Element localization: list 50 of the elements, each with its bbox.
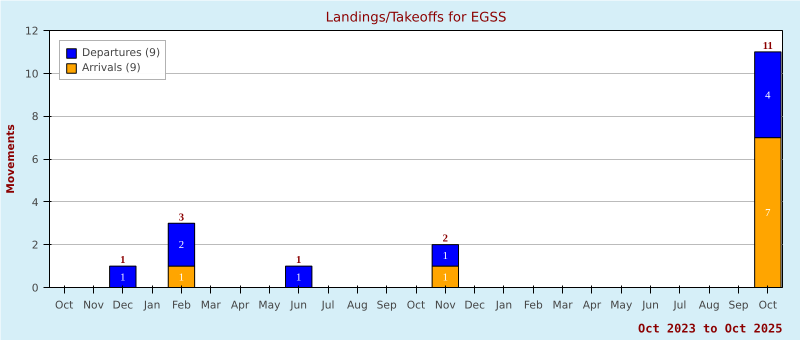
- x-tick-label: Oct: [406, 298, 426, 312]
- text: Oct 2023 to Oct 2025: [638, 322, 783, 336]
- y-tick-label: 12: [24, 24, 39, 38]
- x-tick-label: Sep: [376, 298, 397, 312]
- x-tick-label: Oct: [758, 298, 778, 312]
- x-tick-label: Dec: [112, 298, 134, 312]
- x-tick-label: Jul: [320, 298, 334, 312]
- data-label: 4: [765, 90, 772, 102]
- x-tick-label: Feb: [172, 298, 192, 312]
- x-tick-label: Feb: [524, 298, 543, 312]
- x-tick-label: Mar: [552, 298, 574, 312]
- x-tick-label: Dec: [464, 298, 486, 312]
- data-label: 7: [765, 208, 772, 220]
- x-tick-label: Jan: [142, 298, 160, 312]
- y-tick-label: 4: [32, 196, 39, 209]
- data-label: 1: [442, 272, 448, 284]
- total-label: 11: [762, 40, 773, 52]
- total-label: 1: [296, 255, 302, 266]
- x-tick-label: Aug: [346, 298, 368, 312]
- x-tick-label: Oct: [54, 298, 74, 312]
- data-label: 1: [120, 272, 126, 284]
- x-tick-label: Jun: [289, 298, 308, 312]
- total-label: 2: [442, 234, 448, 245]
- chart-title: Landings/Takeoffs for EGSS: [326, 10, 506, 26]
- x-tick-label: Aug: [698, 298, 720, 312]
- legend-label: Departures (9): [82, 46, 160, 59]
- y-tick-label: 2: [32, 238, 38, 252]
- x-tick-label: Jan: [494, 298, 512, 312]
- x-tick-label: Jun: [641, 298, 659, 312]
- total-label: 1: [120, 255, 126, 266]
- data-label: 1: [442, 250, 448, 262]
- x-tick-label: Apr: [582, 298, 602, 312]
- x-tick-label: Nov: [434, 298, 456, 312]
- x-tick-label: Apr: [230, 298, 250, 312]
- y-tick-label: 10: [24, 67, 39, 80]
- data-label: 1: [296, 272, 302, 284]
- y-tick-label: 6: [32, 153, 39, 166]
- y-axis-title: Movements: [4, 124, 17, 194]
- x-tick-label: Sep: [728, 298, 749, 312]
- y-tick-label: 8: [32, 110, 39, 124]
- x-tick-label: Mar: [200, 298, 222, 312]
- legend-label: Arrivals (9): [82, 61, 141, 74]
- x-tick-label: May: [610, 298, 632, 312]
- data-label: 1: [178, 272, 184, 284]
- x-tick-label: May: [258, 298, 280, 312]
- total-label: 3: [178, 212, 184, 224]
- x-tick-label: Nov: [83, 298, 104, 312]
- x-tick-label: Jul: [672, 298, 686, 312]
- data-label: 2: [178, 240, 184, 252]
- y-tick-label: 0: [32, 282, 39, 294]
